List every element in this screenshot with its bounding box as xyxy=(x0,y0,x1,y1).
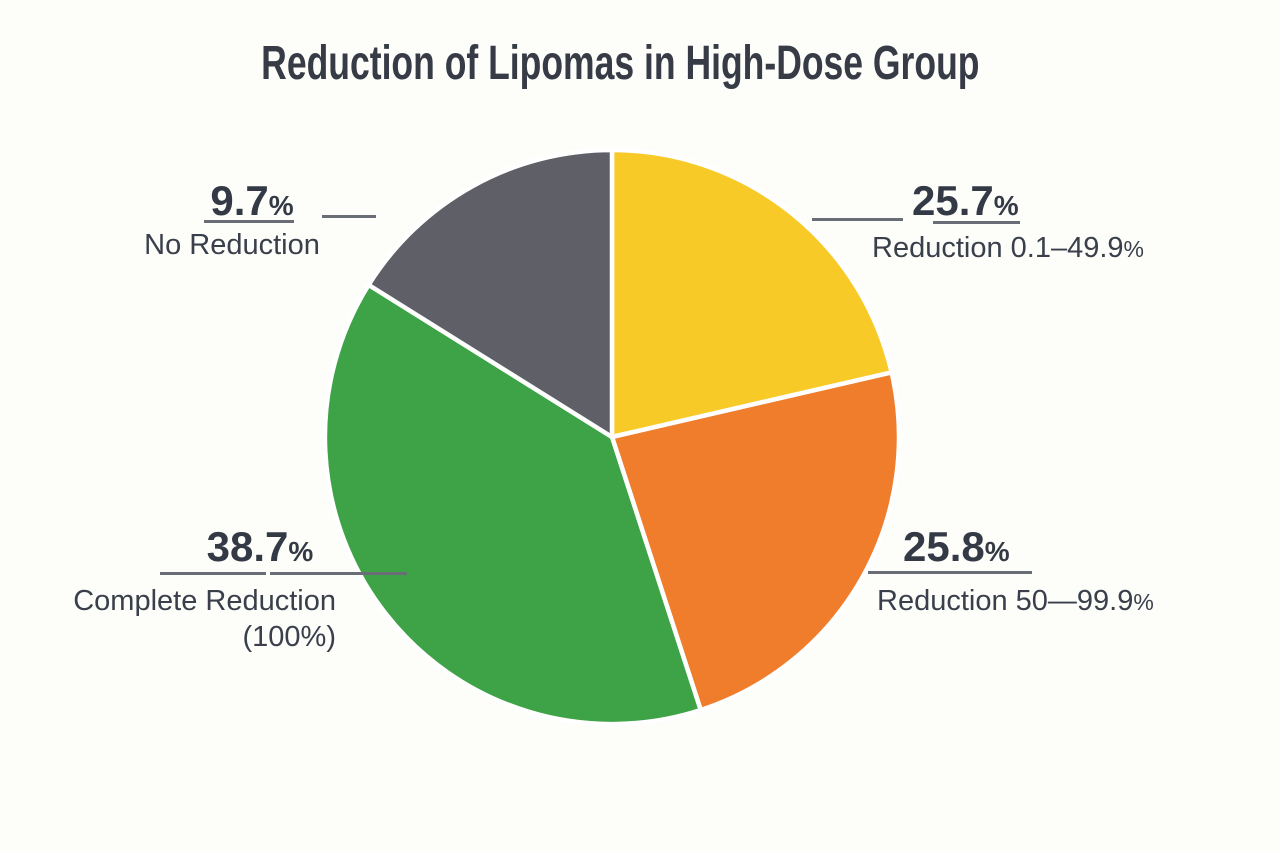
value-underline xyxy=(160,572,266,575)
slice-label-no-reduction: No Reduction xyxy=(144,229,320,261)
value-underline xyxy=(204,220,294,223)
chart-title: Reduction of Lipomas in High-Dose Group xyxy=(260,37,980,90)
pie-slice-complete-reduction xyxy=(322,282,703,727)
slice-value-complete-reduction: 38.7% xyxy=(206,523,314,570)
pie-slice-reduction-0-1-to-49-9 xyxy=(609,147,894,440)
leader-line xyxy=(812,218,903,221)
leader-line xyxy=(270,572,407,575)
slice-label-reduction-50-to-99-9: Reduction 50—99.9% xyxy=(877,585,1154,617)
leader-line xyxy=(322,215,376,218)
percent-sign: % xyxy=(268,190,294,221)
slice-label-reduction-0-1-to-49-9: Reduction 0.1–49.9% xyxy=(872,232,1144,264)
slice-label-complete-reduction-line2: (100%) xyxy=(242,621,337,653)
value-underline xyxy=(868,571,1032,574)
percent-sign: % xyxy=(288,536,314,567)
slice-value-reduction-50-to-99-9: 25.8% xyxy=(903,523,1010,570)
slice-label-complete-reduction-line1: Complete Reduction xyxy=(73,585,336,617)
slice-value-no-reduction: 9.7% xyxy=(210,177,294,224)
pie-slice-no-reduction xyxy=(366,147,615,440)
percent-sign: % xyxy=(1133,589,1154,615)
chart-title-row: Reduction of Lipomas in High-Dose Group xyxy=(0,36,1240,91)
value-underline xyxy=(933,221,1020,224)
percent-sign: % xyxy=(984,536,1010,567)
pie-slice-reduction-50-to-99-9 xyxy=(609,370,902,713)
percent-sign: % xyxy=(993,190,1019,221)
slice-value-reduction-0-1-to-49-9: 25.7% xyxy=(912,177,1019,224)
percent-sign: % xyxy=(1123,236,1144,262)
